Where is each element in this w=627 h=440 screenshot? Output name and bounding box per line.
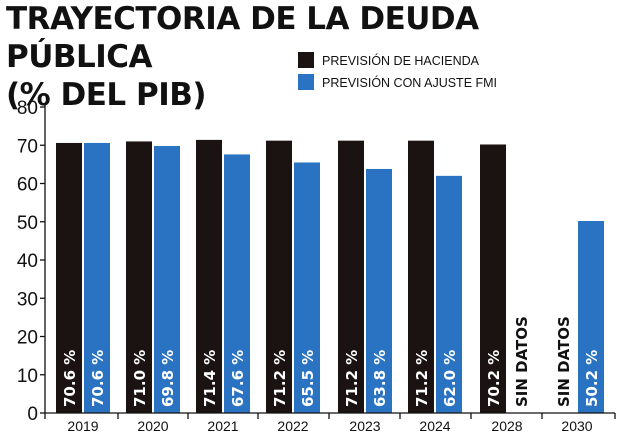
y-tick-label-40: 40 — [17, 251, 38, 272]
legend-swatch-1 — [298, 52, 314, 68]
value-label-2020-series-2: 69.8 % — [159, 350, 177, 407]
chart-title-line-1: TRAYECTORIA DE LA DEUDA PÚBLICA — [6, 1, 479, 75]
x-tick-label-2024: 2024 — [419, 418, 450, 434]
bar-2030-series-2 — [578, 220, 604, 413]
legend-swatch-2 — [298, 74, 314, 90]
bar-2022-series-1 — [266, 140, 292, 413]
bar-2023-series-2 — [366, 168, 392, 413]
x-tick-label-2022: 2022 — [277, 418, 308, 434]
value-label-2022-series-2: 65.5 % — [299, 350, 317, 407]
value-label-2024-series-1: 71.2 % — [413, 350, 431, 407]
x-tick-label-2021: 2021 — [207, 418, 238, 434]
y-axis: 0 10 20 30 40 50 60 70 80 — [17, 98, 46, 425]
y-tick-label-30: 30 — [17, 289, 38, 310]
x-axis: 2019 2020 2021 2022 2023 2024 2028 2030 — [44, 412, 616, 434]
no-data-label-2030-series-1: SIN DATOS — [555, 316, 573, 407]
y-tick-label-80: 80 — [17, 98, 38, 119]
value-label-2020-series-1: 71.0 % — [131, 350, 149, 407]
value-label-2021-series-1: 71.4 % — [201, 350, 219, 407]
no-data-label-2028-series-2: SIN DATOS — [513, 316, 531, 407]
bar-2024-series-2 — [436, 175, 462, 413]
bar-2023-series-1 — [338, 140, 364, 413]
chart-title-line-2: (% DEL PIB) — [6, 77, 207, 113]
value-label-2024-series-2: 62.0 % — [441, 350, 459, 407]
bar-2020-series-2 — [154, 146, 180, 413]
bars: 70.6 % 70.6 % 71.0 % 69.8 % 71.4 % 67.6 % 71.2… — [56, 139, 604, 414]
value-label-2030-series-2: 50.2 % — [583, 350, 601, 407]
x-tick-label-2030: 2030 — [561, 418, 592, 434]
y-tick-label-60: 60 — [17, 175, 38, 196]
bar-2019-series-1 — [56, 142, 82, 413]
legend-label-2: PREVISIÓN CON AJUSTE FMI — [322, 75, 497, 90]
bar-2021-series-2 — [224, 154, 250, 413]
legend-label-1: PREVISIÓN DE HACIENDA — [322, 53, 480, 68]
value-label-2019-series-1: 70.6 % — [61, 350, 79, 407]
y-tick-label-0: 0 — [27, 404, 38, 425]
x-tick-label-2020: 2020 — [137, 418, 168, 434]
bar-2028-series-1 — [480, 144, 506, 414]
legend: PREVISIÓN DE HACIENDA PREVISIÓN CON AJUST… — [298, 52, 497, 90]
bar-2024-series-1 — [408, 140, 434, 413]
value-label-2021-series-2: 67.6 % — [229, 350, 247, 407]
value-label-2023-series-1: 71.2 % — [343, 350, 361, 407]
chart-title: TRAYECTORIA DE LA DEUDA PÚBLICA (% DEL P… — [6, 0, 627, 114]
value-label-2019-series-2: 70.6 % — [89, 350, 107, 407]
value-label-2022-series-1: 71.2 % — [271, 350, 289, 407]
x-tick-label-2019: 2019 — [67, 418, 98, 434]
y-tick-label-20: 20 — [17, 328, 38, 349]
y-tick-label-50: 50 — [17, 213, 38, 234]
bar-2021-series-1 — [196, 139, 222, 413]
value-label-2023-series-2: 63.8 % — [371, 350, 389, 407]
value-label-2028-series-1: 70.2 % — [485, 350, 503, 407]
bar-2020-series-1 — [126, 141, 152, 414]
x-tick-label-2023: 2023 — [349, 418, 380, 434]
bar-2019-series-2 — [84, 142, 110, 413]
x-tick-label-2028: 2028 — [491, 418, 522, 434]
y-tick-label-70: 70 — [17, 136, 38, 157]
y-tick-label-10: 10 — [17, 366, 38, 387]
bar-2022-series-2 — [294, 162, 320, 413]
